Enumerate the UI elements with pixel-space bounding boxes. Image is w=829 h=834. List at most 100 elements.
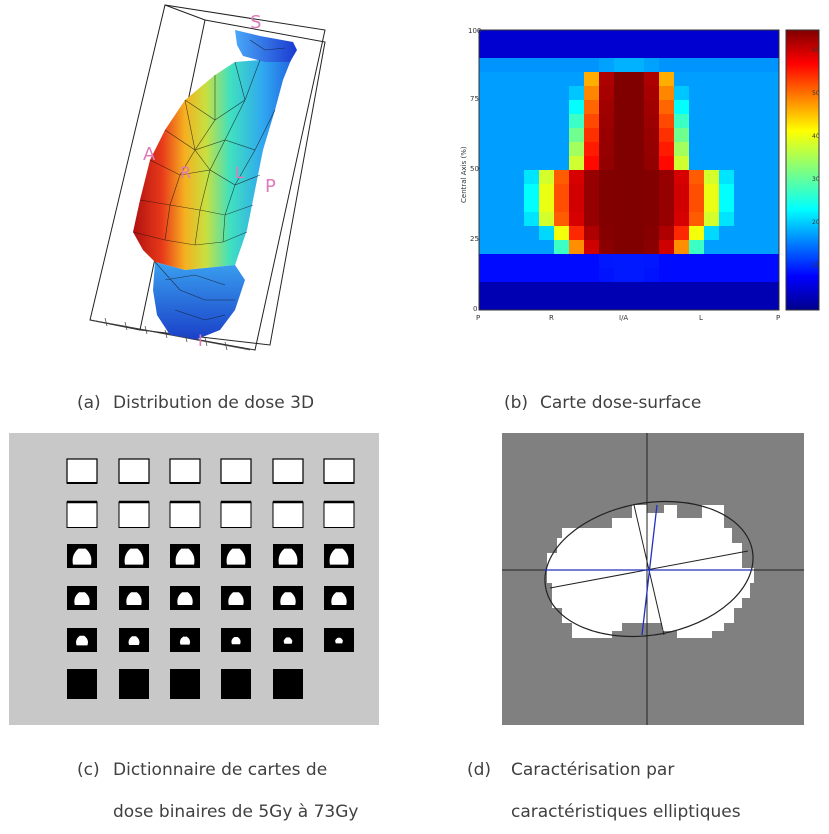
heatmap-cell [719,100,735,115]
heatmap-cell [734,226,750,241]
heatmap-cell [659,142,675,157]
binary-map [118,501,150,528]
heatmap-cell [569,198,585,213]
heatmap-cell [539,100,555,115]
heatmap-cell [704,254,720,269]
heatmap-cell [509,142,525,157]
heatmap-cell [584,282,600,297]
heatmap-cell [764,282,780,297]
heatmap-cell [479,100,495,115]
heatmap-cell [659,282,675,297]
binary-map [170,669,200,699]
heatmap-cell [599,226,615,241]
heatmap-cell [689,44,705,59]
heatmap-cell [734,86,750,101]
heatmap-cell [719,128,735,143]
heatmap-cell [584,226,600,241]
heatmap-cell [719,72,735,87]
heatmap-cell [644,114,660,129]
heatmap-cell [749,170,765,185]
heatmap-cell [764,156,780,171]
heatmap-cell [599,114,615,129]
heatmap-cell [569,72,585,87]
heatmap-cell [614,254,630,269]
heatmap-cell [629,282,645,297]
heatmap-cell [734,30,750,45]
colorbar-tick: 30 [812,176,820,183]
heatmap-cell [674,30,690,45]
heatmap-cell [644,268,660,283]
heatmap-cell [554,240,570,255]
heatmap-cell [494,86,510,101]
heatmap-cell [749,58,765,73]
heatmap-cell [749,226,765,241]
heatmap-cell [554,184,570,199]
binary-map [220,501,252,528]
colorbar-tick: 40 [812,133,820,140]
heatmap-cell [704,170,720,185]
heatmap-cell [764,72,780,87]
heatmap-cell [569,156,585,171]
heatmap-cell [674,86,690,101]
heatmap-cell [659,100,675,115]
heatmap-cell [539,44,555,59]
heatmap-cell [524,198,540,213]
heatmap-cell [719,268,735,283]
heatmap-cell [629,100,645,115]
heatmap-cell [659,156,675,171]
heatmap-cell [749,268,765,283]
heatmap-cell [524,282,540,297]
panel-a-3d-dose-figure: S A R L P I [89,4,326,351]
heatmap-cell [629,156,645,171]
heatmap-cell [749,86,765,101]
heatmap-cell [764,86,780,101]
heatmap-cell [479,86,495,101]
heatmap-cell [614,240,630,255]
heatmap-cell [479,268,495,283]
binary-map [272,501,304,528]
heatmap-cell [764,296,780,311]
label-I: I [198,331,203,350]
heatmap-cell [599,212,615,227]
heatmap-cell [599,44,615,59]
heatmap-cell [734,254,750,269]
heatmap-cell [584,170,600,185]
heatmap-cell [569,268,585,283]
mesh-lines [132,39,286,321]
heatmap-cell [569,240,585,255]
caption-d-letter: (d) [467,760,492,780]
heatmap-cell [599,296,615,311]
heatmap-cell [479,44,495,59]
binary-map [118,458,150,484]
heatmap-cell [584,72,600,87]
heatmap-cell [719,86,735,101]
heatmap-cell [524,268,540,283]
heatmap-cell [509,198,525,213]
heatmap-cell [659,212,675,227]
heatmap-cell [704,44,720,59]
heatmap-cell [584,100,600,115]
binary-map [221,669,251,699]
heatmap-cell [764,198,780,213]
heatmap-cell [629,142,645,157]
heatmap-cell [479,240,495,255]
heatmap-cell [629,184,645,199]
heatmap-cell [569,58,585,73]
heatmap-cell [704,212,720,227]
heatmap-cell [494,212,510,227]
heatmap-cell [689,72,705,87]
colorbar-ticks: 60 50 40 30 20 10 [812,47,820,269]
label-S: S [250,12,261,33]
heatmap-cell [629,44,645,59]
heatmap-cell [734,142,750,157]
heatmap-cell [689,86,705,101]
heatmap-cell [479,30,495,45]
colorbar-tick: 50 [812,90,820,97]
heatmap-cell [569,114,585,129]
heatmap-cell [554,142,570,157]
heatmap-cell [734,184,750,199]
heatmap-cell [494,114,510,129]
heatmap-cell [509,86,525,101]
x-tick: R [549,314,554,322]
heatmap-cell [704,142,720,157]
